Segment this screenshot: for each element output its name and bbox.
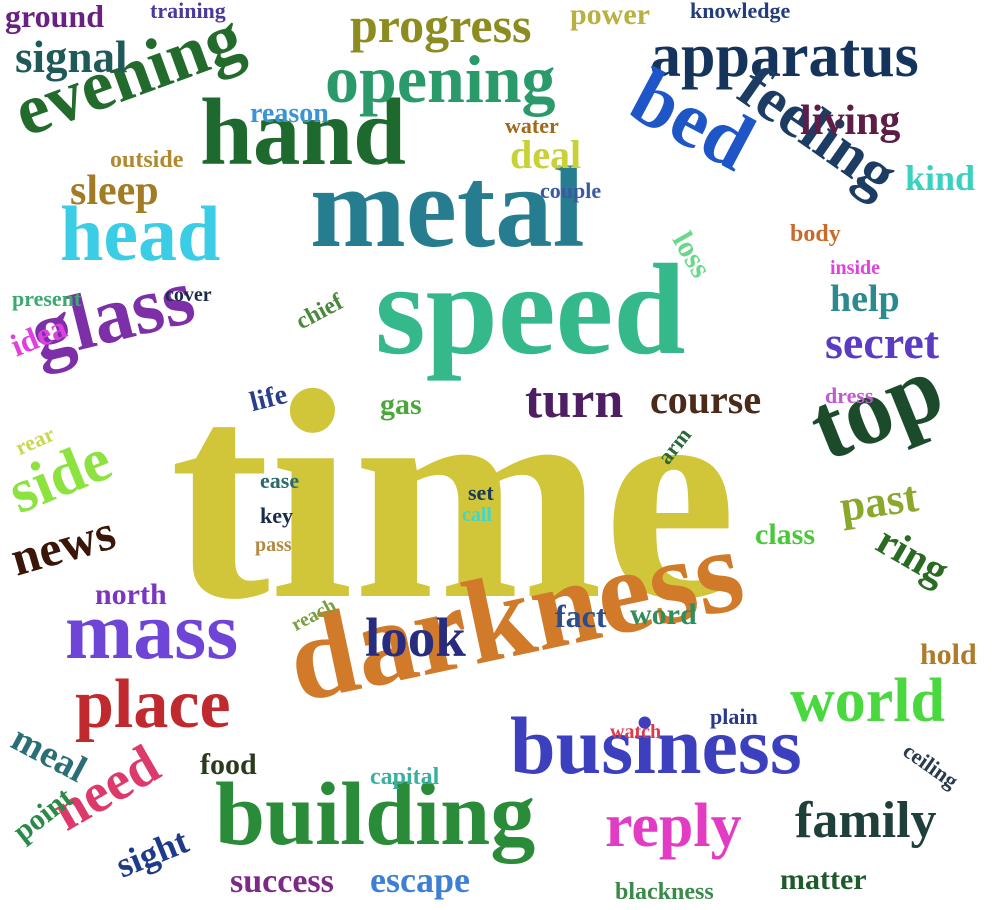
word-mass: mass xyxy=(65,585,239,676)
word-head: head xyxy=(60,190,221,277)
word-power: power xyxy=(570,0,650,31)
word-matter: matter xyxy=(780,863,867,896)
word-ceiling: ceiling xyxy=(898,737,964,794)
word-watch: watch xyxy=(610,721,662,743)
word-present: present xyxy=(12,286,82,311)
word-class: class xyxy=(755,518,815,551)
word-deal: deal xyxy=(510,132,582,177)
word-signal: signal xyxy=(15,32,128,82)
word-knowledge: knowledge xyxy=(690,0,791,23)
word-water: water xyxy=(505,113,559,138)
word-dress: dress xyxy=(825,383,874,408)
word-north: north xyxy=(95,578,167,611)
word-hold: hold xyxy=(920,638,977,671)
word-living: living xyxy=(800,98,901,144)
word-help: help xyxy=(830,278,900,320)
word-turn: turn xyxy=(525,372,624,429)
word-sight: sight xyxy=(110,820,194,886)
word-capital: capital xyxy=(370,764,440,790)
word-blackness: blackness xyxy=(615,879,714,905)
word-ring: ring xyxy=(868,517,957,595)
word-body: body xyxy=(790,221,841,247)
word-past: past xyxy=(836,471,922,532)
word-reason: reason xyxy=(250,98,329,129)
word-ease: ease xyxy=(260,468,300,493)
word-business: business xyxy=(510,700,802,791)
word-success: success xyxy=(230,863,334,900)
word-apparatus: apparatus xyxy=(650,22,919,90)
word-look: look xyxy=(365,607,466,668)
word-training: training xyxy=(150,0,226,23)
word-call: call xyxy=(462,504,492,526)
word-world: world xyxy=(790,667,945,735)
word-escape: escape xyxy=(370,860,470,900)
word-point: point xyxy=(6,781,80,849)
word-course: course xyxy=(650,377,762,422)
word-sleep: sleep xyxy=(70,168,159,214)
word-opening: opening xyxy=(325,41,556,117)
word-reply: reply xyxy=(605,792,742,860)
word-kind: kind xyxy=(905,158,976,198)
word-speed: speed xyxy=(375,238,686,382)
word-set: set xyxy=(468,480,494,505)
word-hand: hand xyxy=(200,79,407,185)
word-time: time xyxy=(170,329,737,661)
word-food: food xyxy=(200,748,257,781)
word-couple: couple xyxy=(540,178,602,203)
word-secret: secret xyxy=(825,317,940,368)
word-place: place xyxy=(75,666,231,743)
word-gas: gas xyxy=(380,388,422,421)
word-metal: metal xyxy=(310,144,585,271)
word-outside: outside xyxy=(110,147,184,173)
word-plain: plain xyxy=(710,704,758,729)
word-key: key xyxy=(260,503,293,528)
word-family: family xyxy=(795,792,937,849)
word-ground: ground xyxy=(5,0,105,34)
word-chief: chief xyxy=(291,288,348,336)
word-pass: pass xyxy=(255,534,292,556)
word-word: word xyxy=(630,598,697,631)
word-fact: fact xyxy=(555,598,607,634)
word-inside: inside xyxy=(830,257,881,279)
word-cover: cover xyxy=(165,284,212,306)
word-progress: progress xyxy=(350,0,532,53)
word-building: building xyxy=(215,765,536,864)
